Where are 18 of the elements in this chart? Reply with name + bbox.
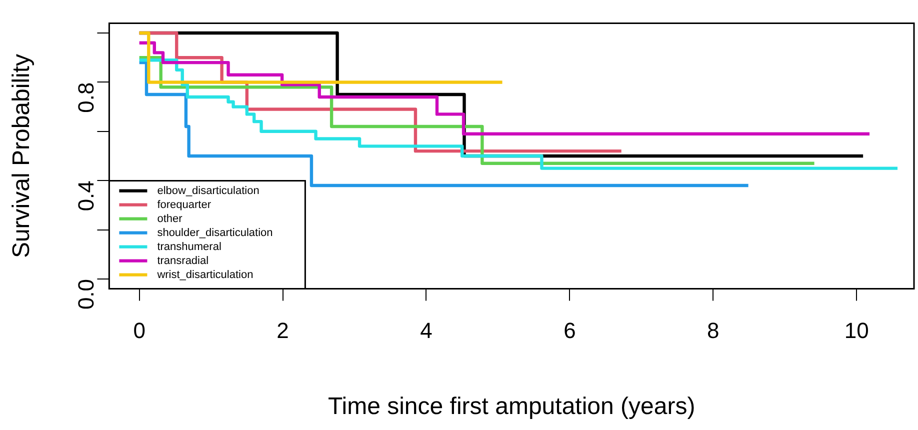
- y-axis-title: Survival Probability: [8, 54, 36, 258]
- legend-label: other: [157, 212, 183, 225]
- x-tick-label: 0: [133, 318, 146, 344]
- legend-label: elbow_disarticulation: [157, 184, 260, 197]
- x-tick-label: 8: [707, 318, 720, 344]
- x-axis-title: Time since first amputation (years): [328, 393, 696, 420]
- legend-label: wrist_disarticulation: [156, 268, 254, 281]
- x-tick-label: 4: [420, 318, 432, 344]
- x-tick-label: 10: [844, 318, 869, 344]
- y-tick-label: 0.8: [73, 82, 98, 113]
- y-tick-label: 0.0: [73, 278, 98, 310]
- y-tick-label: 0.4: [73, 180, 98, 212]
- legend-label: forequarter: [157, 198, 212, 211]
- x-tick-label: 2: [276, 318, 289, 344]
- legend-label: transhumeral: [157, 240, 222, 253]
- legend-label: shoulder_disarticulation: [157, 226, 273, 239]
- x-tick-label: 6: [564, 318, 576, 344]
- legend-label: transradial: [157, 254, 209, 267]
